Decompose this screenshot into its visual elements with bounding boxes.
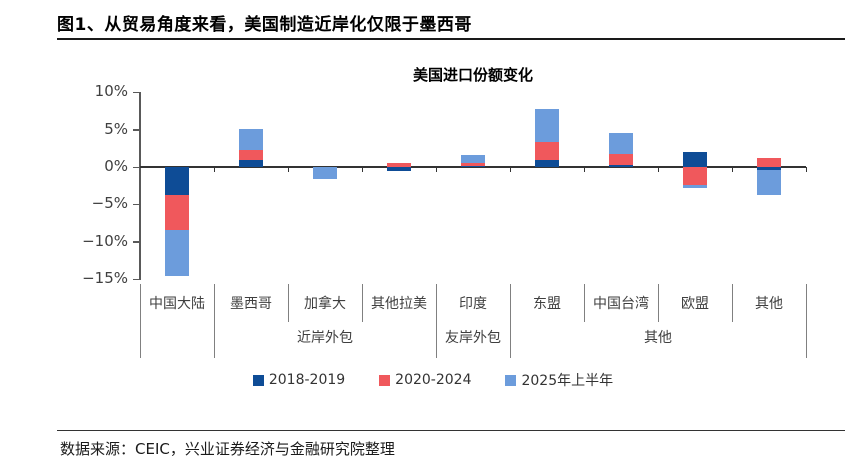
bar-segment-2025年上半年 bbox=[461, 155, 485, 164]
bar-segment-2018-2019 bbox=[683, 152, 707, 167]
category-separator-tall bbox=[214, 284, 215, 358]
bar-segment-2025年上半年 bbox=[757, 169, 781, 195]
x-axis-tick bbox=[213, 167, 215, 172]
bar-segment-2018-2019 bbox=[609, 164, 633, 167]
footer-divider-line bbox=[57, 430, 845, 431]
category-label: 加拿大 bbox=[304, 296, 346, 312]
x-axis-tick bbox=[287, 167, 289, 172]
legend-item: 2020-2024 bbox=[379, 372, 471, 388]
legend-swatch-icon bbox=[252, 374, 264, 386]
chart-title: 美国进口份额变化 bbox=[412, 66, 533, 84]
x-axis-tick bbox=[805, 167, 807, 172]
x-axis-tick bbox=[509, 167, 511, 172]
y-tick-label: 5% bbox=[104, 119, 128, 138]
category-separator-tall bbox=[510, 284, 511, 358]
category-label: 其他拉美 bbox=[371, 296, 427, 312]
bar-segment-2020-2024 bbox=[239, 149, 263, 160]
data-source-note: 数据来源：CEIC，兴业证券经济与金融研究院整理 bbox=[60, 440, 395, 458]
x-axis-tick bbox=[731, 167, 733, 172]
bar-segment-2018-2019 bbox=[535, 160, 559, 167]
category-label: 欧盟 bbox=[681, 296, 709, 312]
legend-label: 2020-2024 bbox=[395, 372, 472, 388]
bar-segment-2018-2019 bbox=[165, 167, 189, 196]
bar-chart: 美国进口份额变化 10% 5% 0% −5% −10% −15% 中国大陆 墨西哥 加拿大 其他拉… bbox=[82, 66, 807, 358]
category-group-label: 近岸外包 bbox=[297, 330, 353, 346]
bar-segment-2020-2024 bbox=[609, 154, 633, 165]
bar-segment-2020-2024 bbox=[683, 167, 707, 185]
y-tick-label: −5% bbox=[91, 194, 128, 213]
category-group-label: 友岸外包 bbox=[445, 330, 501, 346]
y-axis-tick bbox=[133, 129, 139, 131]
bar-segment-2020-2024 bbox=[757, 158, 781, 167]
x-axis-tick bbox=[361, 167, 363, 172]
y-tick-label: 10% bbox=[94, 82, 128, 101]
category-separator-short bbox=[288, 284, 289, 322]
x-axis-tick bbox=[435, 167, 437, 172]
legend-item: 2025年上半年 bbox=[505, 370, 613, 390]
y-axis-tick bbox=[133, 91, 139, 94]
category-label: 中国大陆 bbox=[149, 296, 205, 312]
bar-segment-2025年上半年 bbox=[609, 133, 633, 155]
bar-segment-2018-2019 bbox=[757, 167, 781, 170]
y-axis-line bbox=[139, 92, 141, 280]
category-label: 其他 bbox=[755, 296, 783, 312]
bar-segment-2020-2024 bbox=[165, 195, 189, 230]
bar-segment-2025年上半年 bbox=[239, 128, 263, 150]
y-tick-label: 0% bbox=[104, 157, 128, 175]
legend-swatch-icon bbox=[379, 374, 391, 386]
category-label: 东盟 bbox=[533, 296, 561, 312]
category-label: 墨西哥 bbox=[230, 296, 272, 312]
y-axis-tick bbox=[133, 241, 139, 243]
legend-item: 2018-2019 bbox=[252, 372, 346, 388]
category-separator-short bbox=[584, 284, 585, 322]
bar-segment-2025年上半年 bbox=[535, 109, 559, 143]
title-divider-line bbox=[57, 38, 845, 40]
bar-segment-2025年上半年 bbox=[313, 167, 337, 179]
x-axis-tick bbox=[583, 167, 585, 172]
x-axis-tick bbox=[657, 167, 659, 172]
category-separator-short bbox=[362, 284, 363, 322]
category-group-label: 其他 bbox=[644, 330, 672, 346]
bar-segment-2025年上半年 bbox=[165, 229, 189, 277]
bar-segment-2020-2024 bbox=[387, 163, 411, 167]
category-separator-short bbox=[658, 284, 659, 322]
y-tick-label: −15% bbox=[82, 269, 128, 288]
y-axis-tick bbox=[133, 166, 139, 168]
legend-label: 2018-2019 bbox=[268, 372, 346, 388]
category-separator-short bbox=[732, 284, 733, 322]
bar-segment-2018-2019 bbox=[387, 167, 411, 172]
bar-segment-2018-2019 bbox=[239, 159, 263, 167]
bar-segment-2025年上半年 bbox=[683, 184, 707, 188]
bar-segment-2020-2024 bbox=[535, 142, 559, 161]
y-axis-tick bbox=[133, 278, 139, 281]
chart-legend: 2018-2019 2020-2024 2025年上半年 bbox=[0, 370, 866, 390]
bar-segment-2018-2019 bbox=[461, 166, 485, 167]
category-separator-tall bbox=[806, 284, 807, 358]
category-label: 中国台湾 bbox=[593, 296, 649, 312]
x-axis-zero-line bbox=[140, 166, 806, 168]
bar-segment-2020-2024 bbox=[461, 163, 485, 167]
y-tick-label: −10% bbox=[82, 231, 128, 250]
y-axis-tick bbox=[133, 203, 139, 206]
legend-swatch-icon bbox=[505, 374, 517, 386]
category-label: 印度 bbox=[459, 296, 487, 312]
legend-label: 2025年上半年 bbox=[521, 373, 614, 389]
category-separator-tall bbox=[436, 284, 437, 358]
figure-title: 图1、从贸易角度来看，美国制造近岸化仅限于墨西哥 bbox=[57, 15, 472, 35]
category-separator-tall bbox=[140, 284, 141, 358]
